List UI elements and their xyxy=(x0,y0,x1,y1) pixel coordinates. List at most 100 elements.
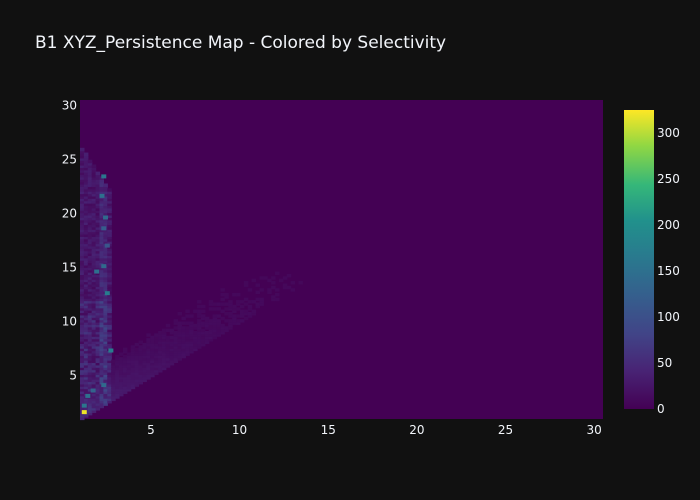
heatmap-cell xyxy=(87,269,93,273)
heatmap-cell xyxy=(122,359,128,364)
heatmap-cell xyxy=(91,290,97,295)
heatmap-cell xyxy=(87,297,93,302)
heatmap-cell xyxy=(99,233,105,237)
heatmap-cell xyxy=(99,307,105,311)
heatmap-cell xyxy=(103,261,108,266)
heatmap-cell xyxy=(87,385,93,390)
heatmap-cell xyxy=(87,235,93,240)
heatmap-cell xyxy=(83,285,89,290)
heatmap-cell xyxy=(80,357,85,361)
heatmap-cell xyxy=(91,261,97,266)
heatmap-cell xyxy=(119,366,124,371)
heatmap-cell xyxy=(87,228,93,233)
heatmap-cell xyxy=(80,147,85,152)
heatmap-cell xyxy=(224,326,229,330)
heatmap-cell xyxy=(91,340,97,344)
heatmap-cell xyxy=(95,228,101,233)
heatmap-cell xyxy=(80,252,85,256)
heatmap-cell xyxy=(103,342,108,347)
heatmap-cell xyxy=(197,309,202,314)
heatmap-cell xyxy=(212,326,218,330)
heatmap-cell xyxy=(224,311,229,316)
heatmap-cell xyxy=(232,309,237,314)
heatmap-cell xyxy=(80,173,85,178)
heatmap-cell xyxy=(80,202,85,207)
heatmap-cell xyxy=(154,350,159,354)
heatmap-cell xyxy=(83,278,89,283)
heatmap-cell xyxy=(80,166,85,171)
heatmap-cell xyxy=(95,311,101,316)
heatmap-cell xyxy=(87,281,93,285)
heatmap-cell xyxy=(95,214,101,218)
heatmap-cell xyxy=(103,204,108,209)
heatmap-cell xyxy=(255,302,261,306)
heatmap-cell xyxy=(99,388,105,392)
heatmap-cell xyxy=(103,247,108,252)
heatmap-cell xyxy=(103,369,108,373)
heatmap-cell xyxy=(95,254,101,259)
heatmap-hotspot xyxy=(81,410,87,415)
heatmap-cell xyxy=(169,345,175,349)
heatmap-cell xyxy=(224,319,229,323)
heatmap-cell xyxy=(99,345,105,349)
heatmap-cell xyxy=(103,357,108,361)
heatmap-cell xyxy=(173,350,179,354)
heatmap-cell xyxy=(99,390,105,394)
heatmap-cell xyxy=(232,321,237,325)
heatmap-cell xyxy=(239,300,245,304)
heatmap-cell xyxy=(87,207,93,211)
heatmap-cell xyxy=(87,176,93,180)
heatmap-cell xyxy=(87,311,93,316)
heatmap-cell xyxy=(91,192,97,197)
heatmap-cell xyxy=(95,369,101,373)
heatmap-cell xyxy=(111,380,116,385)
heatmap-cell xyxy=(232,319,237,323)
heatmap-cell xyxy=(95,200,101,204)
heatmap-cell xyxy=(91,316,97,321)
heatmap-cell xyxy=(99,178,105,183)
heatmap-cell xyxy=(243,309,249,314)
heatmap-cell xyxy=(83,328,89,333)
heatmap-cell xyxy=(91,288,97,292)
heatmap-cell xyxy=(107,309,112,314)
heatmap-cell xyxy=(185,309,190,314)
heatmap-cell xyxy=(99,188,105,192)
heatmap-cell xyxy=(228,300,233,304)
heatmap-cell xyxy=(87,366,93,371)
heatmap-cell xyxy=(154,364,159,368)
heatmap-cell xyxy=(158,359,163,364)
heatmap-cell xyxy=(83,271,89,276)
heatmap-cell xyxy=(146,347,151,352)
heatmap-cell xyxy=(177,350,183,354)
heatmap-cell xyxy=(91,181,97,185)
heatmap-cell xyxy=(80,392,85,397)
heatmap-cell xyxy=(119,373,124,378)
heatmap-cell xyxy=(91,361,97,366)
heatmap-cell xyxy=(107,357,112,361)
heatmap-cell xyxy=(165,340,171,344)
heatmap-cell xyxy=(220,316,225,321)
heatmap-cell xyxy=(204,319,210,323)
heatmap-cell xyxy=(80,266,85,271)
heatmap-cell xyxy=(122,383,128,387)
heatmap-cell xyxy=(212,330,218,335)
heatmap-cell xyxy=(83,207,89,211)
heatmap-cell xyxy=(80,219,85,223)
heatmap-cell xyxy=(142,354,147,359)
heatmap-cell xyxy=(115,390,120,394)
heatmap-cell xyxy=(83,214,89,218)
heatmap-cell xyxy=(80,216,85,221)
heatmap-cell xyxy=(80,276,85,280)
heatmap-cell xyxy=(197,340,202,344)
heatmap-cell xyxy=(83,169,89,173)
heatmap-cell xyxy=(83,273,89,278)
heatmap-cell xyxy=(87,285,93,290)
heatmap-cell xyxy=(107,240,112,245)
heatmap-cell xyxy=(103,228,108,233)
heatmap-cell xyxy=(87,257,93,261)
heatmap-cell xyxy=(115,369,120,373)
heatmap-cell xyxy=(243,316,249,321)
heatmap-cell xyxy=(91,219,97,223)
heatmap-cell xyxy=(87,407,93,411)
heatmap-cell xyxy=(126,373,132,378)
